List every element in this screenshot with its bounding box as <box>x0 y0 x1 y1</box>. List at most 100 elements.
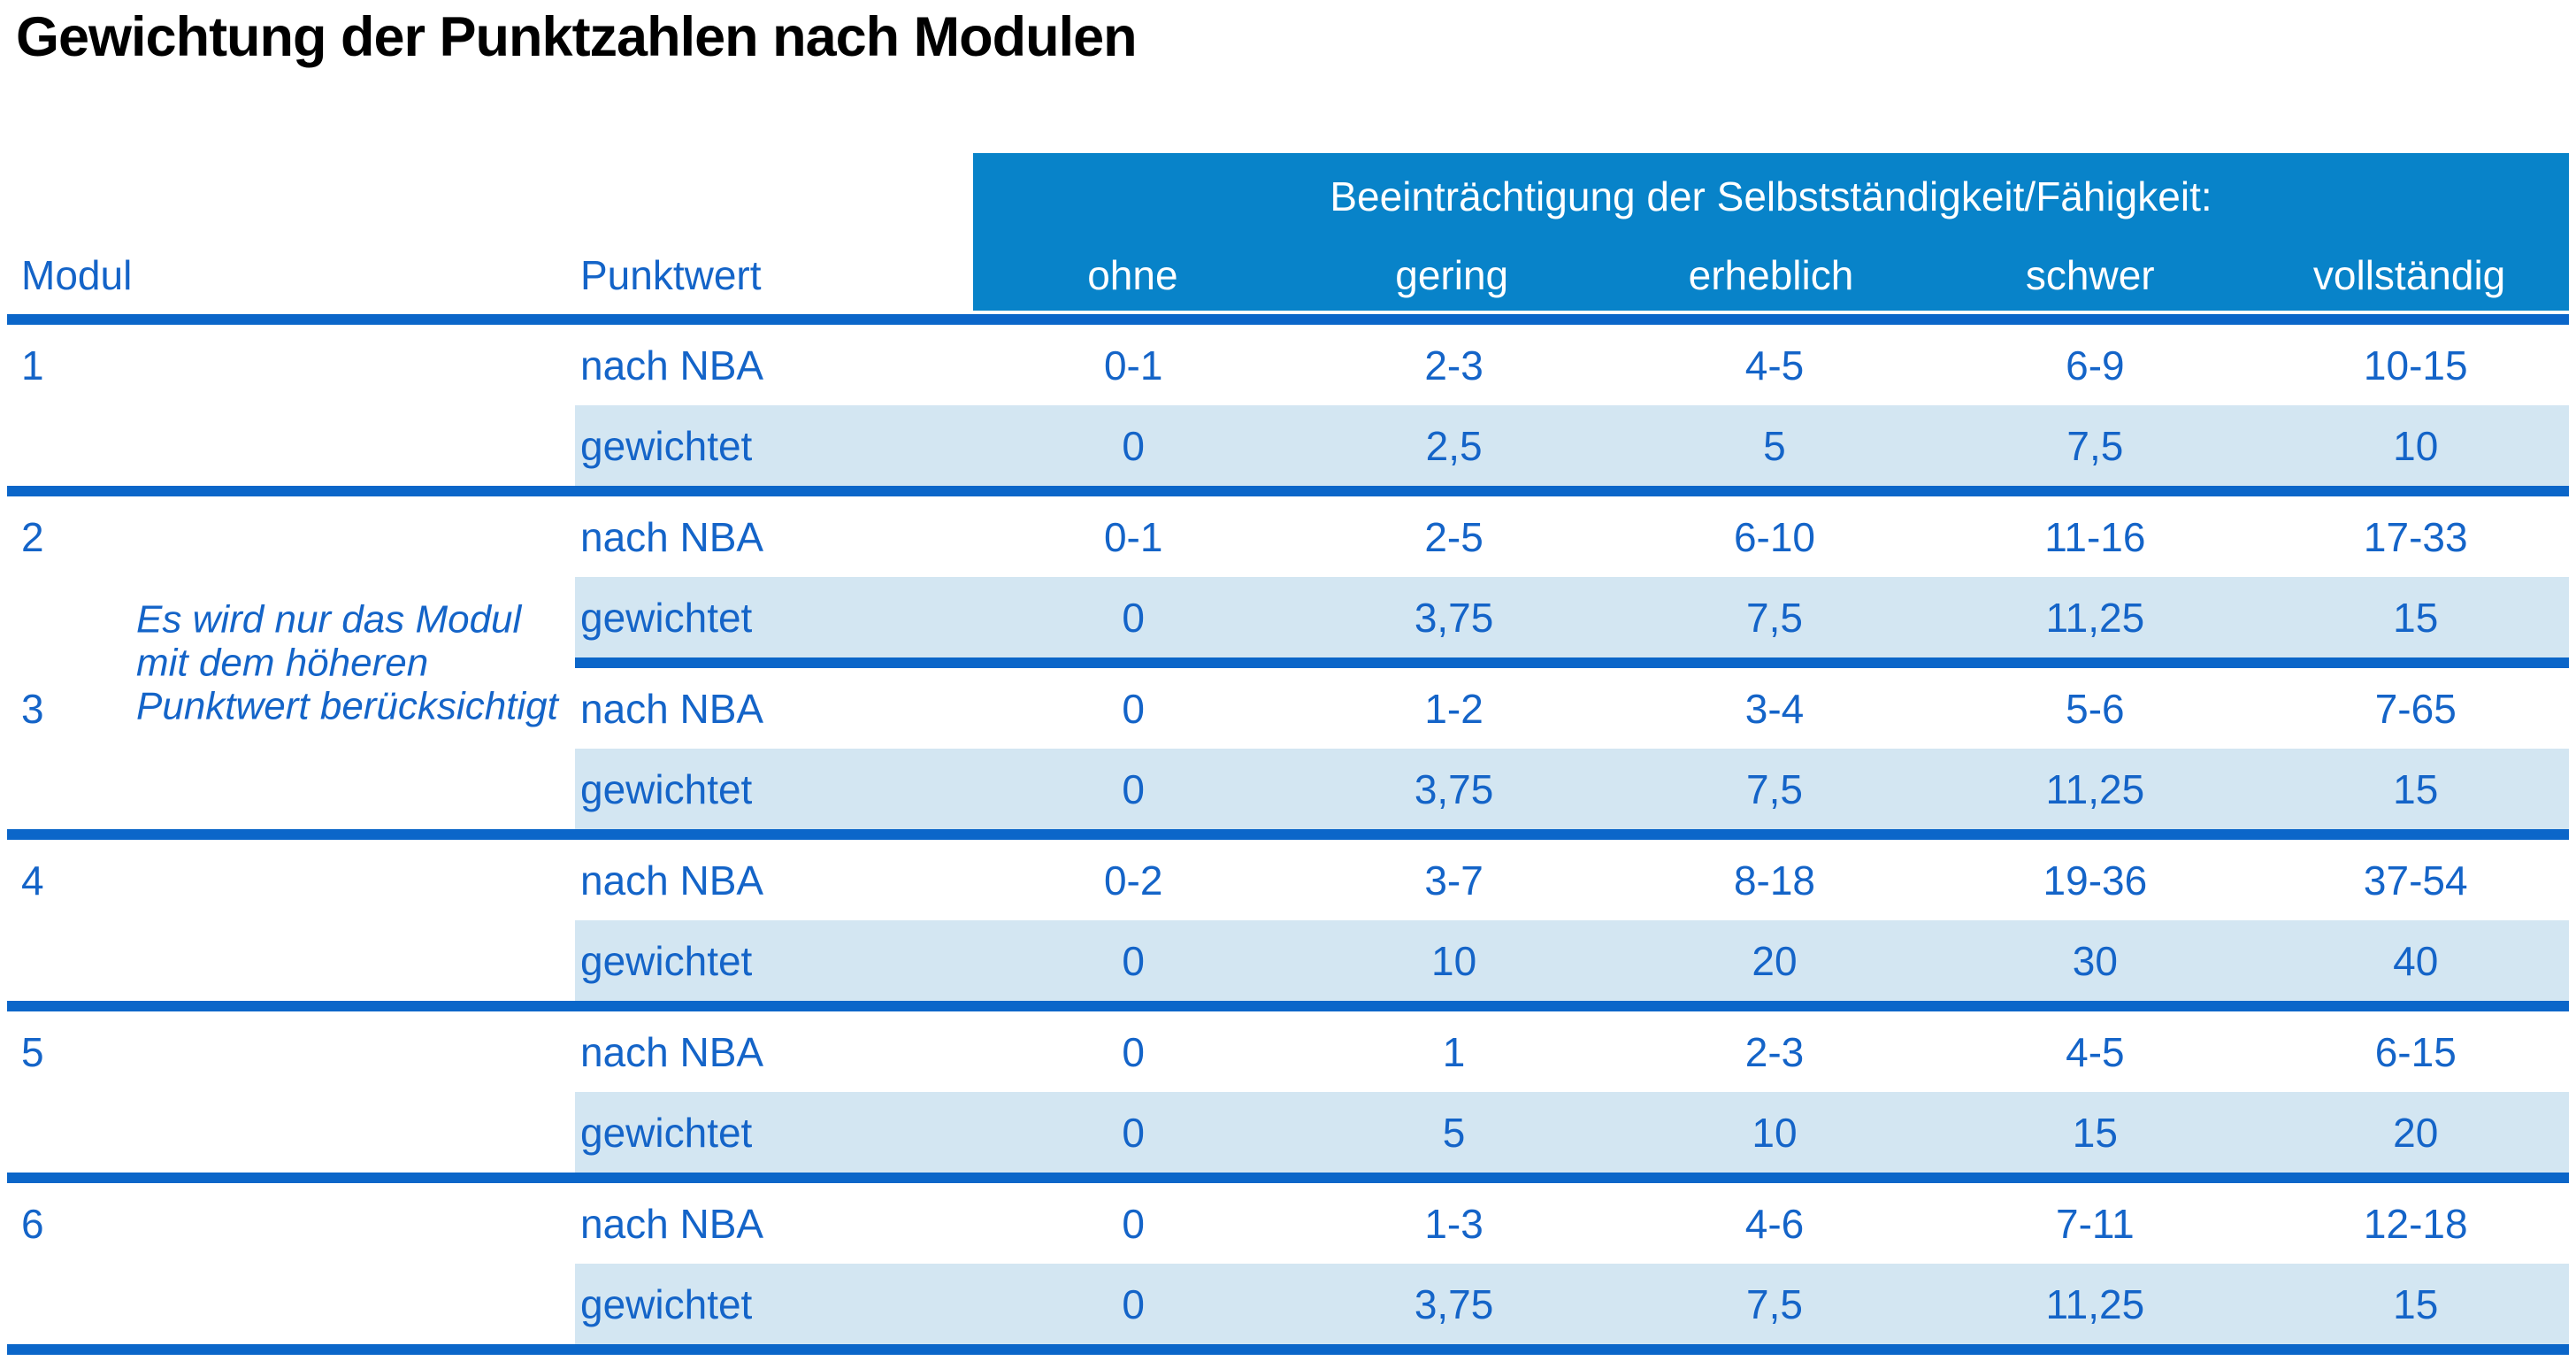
module-1-nach-nba-row: 1 nach NBA 0-1 2-3 4-5 6-9 10-15 <box>0 325 2576 405</box>
value-cell: 20 <box>2393 1109 2439 1156</box>
value-cell: 0 <box>1122 422 1145 469</box>
header-separator-line <box>7 314 2569 325</box>
value-cell: 11,25 <box>2045 1280 2145 1327</box>
value-cell: 11,25 <box>2045 594 2145 641</box>
row-label: nach NBA <box>580 1200 764 1247</box>
row-label: nach NBA <box>580 857 764 903</box>
value-cell: 3-7 <box>1424 857 1484 903</box>
page-title: Gewichtung der Punktzahlen nach Modulen <box>16 6 1138 68</box>
value-cell: 19-36 <box>2043 857 2148 903</box>
value-cell: 12-18 <box>2363 1200 2468 1247</box>
value-cell: 2-5 <box>1424 513 1484 560</box>
table-header: Beeinträchtigung der Selbstständigkeit/F… <box>0 153 2576 325</box>
value-cell: 1-3 <box>1424 1200 1484 1247</box>
value-cell: 4-5 <box>2066 1028 2125 1075</box>
module-4-nach-nba-row: 4 nach NBA 0-2 3-7 8-18 19-36 37-54 <box>0 840 2576 920</box>
value-cell: 10 <box>1752 1109 1798 1156</box>
weighting-table: Beeinträchtigung der Selbstständigkeit/F… <box>0 153 2576 1355</box>
module-separator-line <box>575 657 2569 668</box>
module-6-nach-nba-row: 6 nach NBA 0 1-3 4-6 7-11 12-18 <box>0 1183 2576 1264</box>
value-cell: 7,5 <box>1746 765 1803 812</box>
module-6-gewichtet-row: gewichtet 0 3,75 7,5 11,25 15 <box>0 1264 2576 1344</box>
module-number: 5 <box>21 1028 44 1075</box>
value-cell: 0-1 <box>1103 513 1163 560</box>
severity-header-row: ohne gering erheblich schwer vollständig <box>973 240 2569 311</box>
value-cell: 5 <box>1442 1109 1466 1156</box>
module-separator-line <box>7 1344 2569 1355</box>
value-cell: 1-2 <box>1424 685 1484 732</box>
value-cell: 3,75 <box>1414 765 1494 812</box>
value-cell: 15 <box>2393 765 2439 812</box>
module-1-gewichtet-row: gewichtet 0 2,5 5 7,5 10 <box>0 405 2576 486</box>
value-cell: 0 <box>1122 1028 1145 1075</box>
value-cell: 6-10 <box>1733 513 1816 560</box>
row-label: gewichtet <box>580 594 753 641</box>
value-cell: 4-5 <box>1744 342 1805 388</box>
impairment-header-label: Beeinträchtigung der Selbstständigkeit/F… <box>1330 173 2212 219</box>
value-cell: 10 <box>2393 422 2439 469</box>
module-separator-line <box>7 486 2569 496</box>
value-cell: 15 <box>2072 1109 2118 1156</box>
severity-col-erheblich: erheblich <box>1688 252 1854 298</box>
module-3-nach-nba-row: 3 nach NBA 0 1-2 3-4 5-6 7-65 <box>0 668 2576 749</box>
value-cell: 6-9 <box>2066 342 2125 388</box>
severity-col-ohne: ohne <box>1087 252 1178 298</box>
value-cell: 3,75 <box>1414 1280 1494 1327</box>
value-cell: 0 <box>1122 1280 1145 1327</box>
value-cell: 0 <box>1122 1200 1145 1247</box>
note-line: mit dem höheren <box>136 641 429 685</box>
punktwert-column-header: Punktwert <box>580 252 762 298</box>
table-body: 1 nach NBA 0-1 2-3 4-5 6-9 10-15 gewichtet 0 2,5 5… <box>0 325 2576 1355</box>
value-cell: 0 <box>1122 765 1145 812</box>
severity-col-vollstaendig: vollständig <box>2312 252 2506 298</box>
value-cell: 0-1 <box>1103 342 1163 388</box>
value-cell: 15 <box>2393 594 2439 641</box>
value-cell: 8-18 <box>1733 857 1816 903</box>
value-cell: 0 <box>1122 1109 1145 1156</box>
row-label: gewichtet <box>580 1280 753 1327</box>
value-cell: 11-16 <box>2044 513 2146 560</box>
modul-column-header: Modul <box>21 252 133 298</box>
severity-col-schwer: schwer <box>2025 252 2155 298</box>
module-separator-line <box>7 829 2569 840</box>
module-number: 4 <box>21 857 44 903</box>
value-cell: 0-2 <box>1103 857 1163 903</box>
value-cell: 6-15 <box>2374 1028 2457 1075</box>
value-cell: 40 <box>2393 937 2439 984</box>
row-label: nach NBA <box>580 685 764 732</box>
row-label: gewichtet <box>580 765 753 812</box>
row-label: nach NBA <box>580 342 764 388</box>
value-cell: 10 <box>1431 937 1477 984</box>
module-5-gewichtet-row: gewichtet 0 5 10 15 20 <box>0 1092 2576 1173</box>
module-number: 1 <box>21 342 44 388</box>
module-number: 6 <box>21 1200 44 1247</box>
value-cell: 2,5 <box>1425 422 1483 469</box>
row-label: nach NBA <box>580 513 764 560</box>
value-cell: 2-3 <box>1424 342 1484 388</box>
value-cell: 5-6 <box>2066 685 2125 732</box>
value-cell: 17-33 <box>2363 513 2468 560</box>
value-cell: 2-3 <box>1744 1028 1805 1075</box>
module-5-nach-nba-row: 5 nach NBA 0 1 2-3 4-5 6-15 <box>0 1011 2576 1092</box>
module-separator-line <box>7 1001 2569 1011</box>
left-header-labels: Modul Punktwert <box>0 240 973 311</box>
value-cell: 11,25 <box>2045 765 2145 812</box>
value-cell: 20 <box>1752 937 1798 984</box>
value-cell: 5 <box>1763 422 1786 469</box>
value-cell: 1 <box>1442 1028 1466 1075</box>
value-cell: 10-15 <box>2363 342 2468 388</box>
module-2-gewichtet-row: gewichtet 0 3,75 7,5 11,25 15 <box>0 577 2576 657</box>
row-label: nach NBA <box>580 1028 764 1075</box>
value-cell: 0 <box>1122 594 1145 641</box>
value-cell: 7,5 <box>1746 594 1803 641</box>
row-label: gewichtet <box>580 937 753 984</box>
value-cell: 37-54 <box>2363 857 2468 903</box>
value-cell: 7-65 <box>2374 685 2457 732</box>
higher-module-note: Es wird nur das Modul mit dem höheren Punk… <box>136 598 558 728</box>
module-number: 3 <box>21 685 44 732</box>
note-line: Es wird nur das Modul <box>136 597 522 642</box>
value-cell: 3-4 <box>1744 685 1805 732</box>
module-2-3-group: 2 nach NBA 0-1 2-5 6-10 11-16 17-33 gewichtet 0 3… <box>0 496 2576 829</box>
note-line: Punktwert berücksichtigt <box>136 684 558 728</box>
